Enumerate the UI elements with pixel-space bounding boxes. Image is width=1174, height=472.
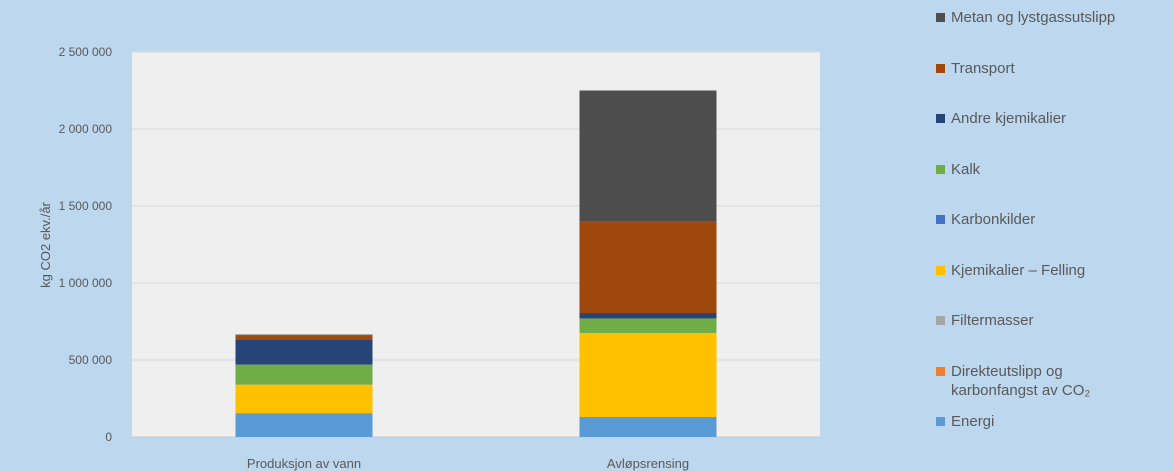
bar-segment <box>579 221 717 314</box>
legend-item: Direkteutslipp og karbonfangst av CO₂ <box>936 362 1131 400</box>
legend-item: Metan og lystgassutslipp <box>936 8 1115 27</box>
legend-item: Kjemikalier – Felling <box>936 261 1085 280</box>
y-tick-label: 1 000 000 <box>59 276 113 290</box>
legend-swatch <box>936 265 945 275</box>
legend-swatch <box>936 114 945 123</box>
y-tick-label: 2 000 000 <box>59 122 113 136</box>
legend-label: Direkteutslipp og karbonfangst av CO₂ <box>951 362 1091 399</box>
legend-swatch <box>936 316 945 325</box>
legend-swatch <box>936 164 945 174</box>
bar-segment <box>579 416 717 437</box>
legend-label: Energi <box>951 413 995 430</box>
legend-label: Metan og lystgassutslipp <box>951 9 1116 26</box>
y-tick-label: 500 000 <box>69 353 113 367</box>
legend-item: Andre kjemikalier <box>936 109 1066 128</box>
legend-swatch <box>936 366 945 376</box>
bar-segment <box>579 313 717 319</box>
bar-segment <box>579 90 717 222</box>
legend-swatch <box>936 417 945 426</box>
legend-item: Kalk <box>936 160 980 179</box>
legend-label: Karbonkilder <box>951 211 1036 228</box>
bars <box>235 90 717 437</box>
legend-item: Filtermasser <box>936 311 1034 330</box>
y-tick-label: 1 500 000 <box>59 199 113 213</box>
y-axis: 0 500 000 1 000 000 1 500 000 2 000 000 2 500… <box>59 45 113 444</box>
y-axis-label: kg CO2 ekv./år <box>38 201 53 287</box>
plot-area <box>132 52 820 437</box>
legend-item: Karbonkilder <box>936 210 1035 229</box>
x-axis: Produksjon av vann Avløpsrensing <box>247 456 689 471</box>
legend-item: Energi <box>936 412 994 431</box>
legend-label: Filtermasser <box>951 312 1034 329</box>
legend-swatch <box>936 13 945 22</box>
legend-label: Kalk <box>951 160 981 178</box>
legend-label: Kjemikalier – Felling <box>951 261 1086 279</box>
legend-item: Transport <box>936 59 1015 78</box>
x-tick-label: Produksjon av vann <box>247 456 361 471</box>
legend-swatch <box>936 215 945 224</box>
bar-segment <box>579 333 717 417</box>
bar-segment <box>235 339 373 365</box>
legend-label: Transport <box>951 59 1015 77</box>
bar-segment <box>579 318 717 334</box>
bar-segment <box>235 334 373 336</box>
y-tick-label: 0 <box>105 430 112 444</box>
legend-label: Andre kjemikalier <box>951 110 1067 127</box>
bar-segment <box>235 364 373 385</box>
y-tick-label: 2 500 000 <box>59 45 113 59</box>
bar-segment <box>235 384 373 414</box>
legend-swatch <box>936 63 945 73</box>
x-tick-label: Avløpsrensing <box>607 456 689 471</box>
bar-segment <box>235 335 373 340</box>
bar-segment <box>235 413 373 437</box>
